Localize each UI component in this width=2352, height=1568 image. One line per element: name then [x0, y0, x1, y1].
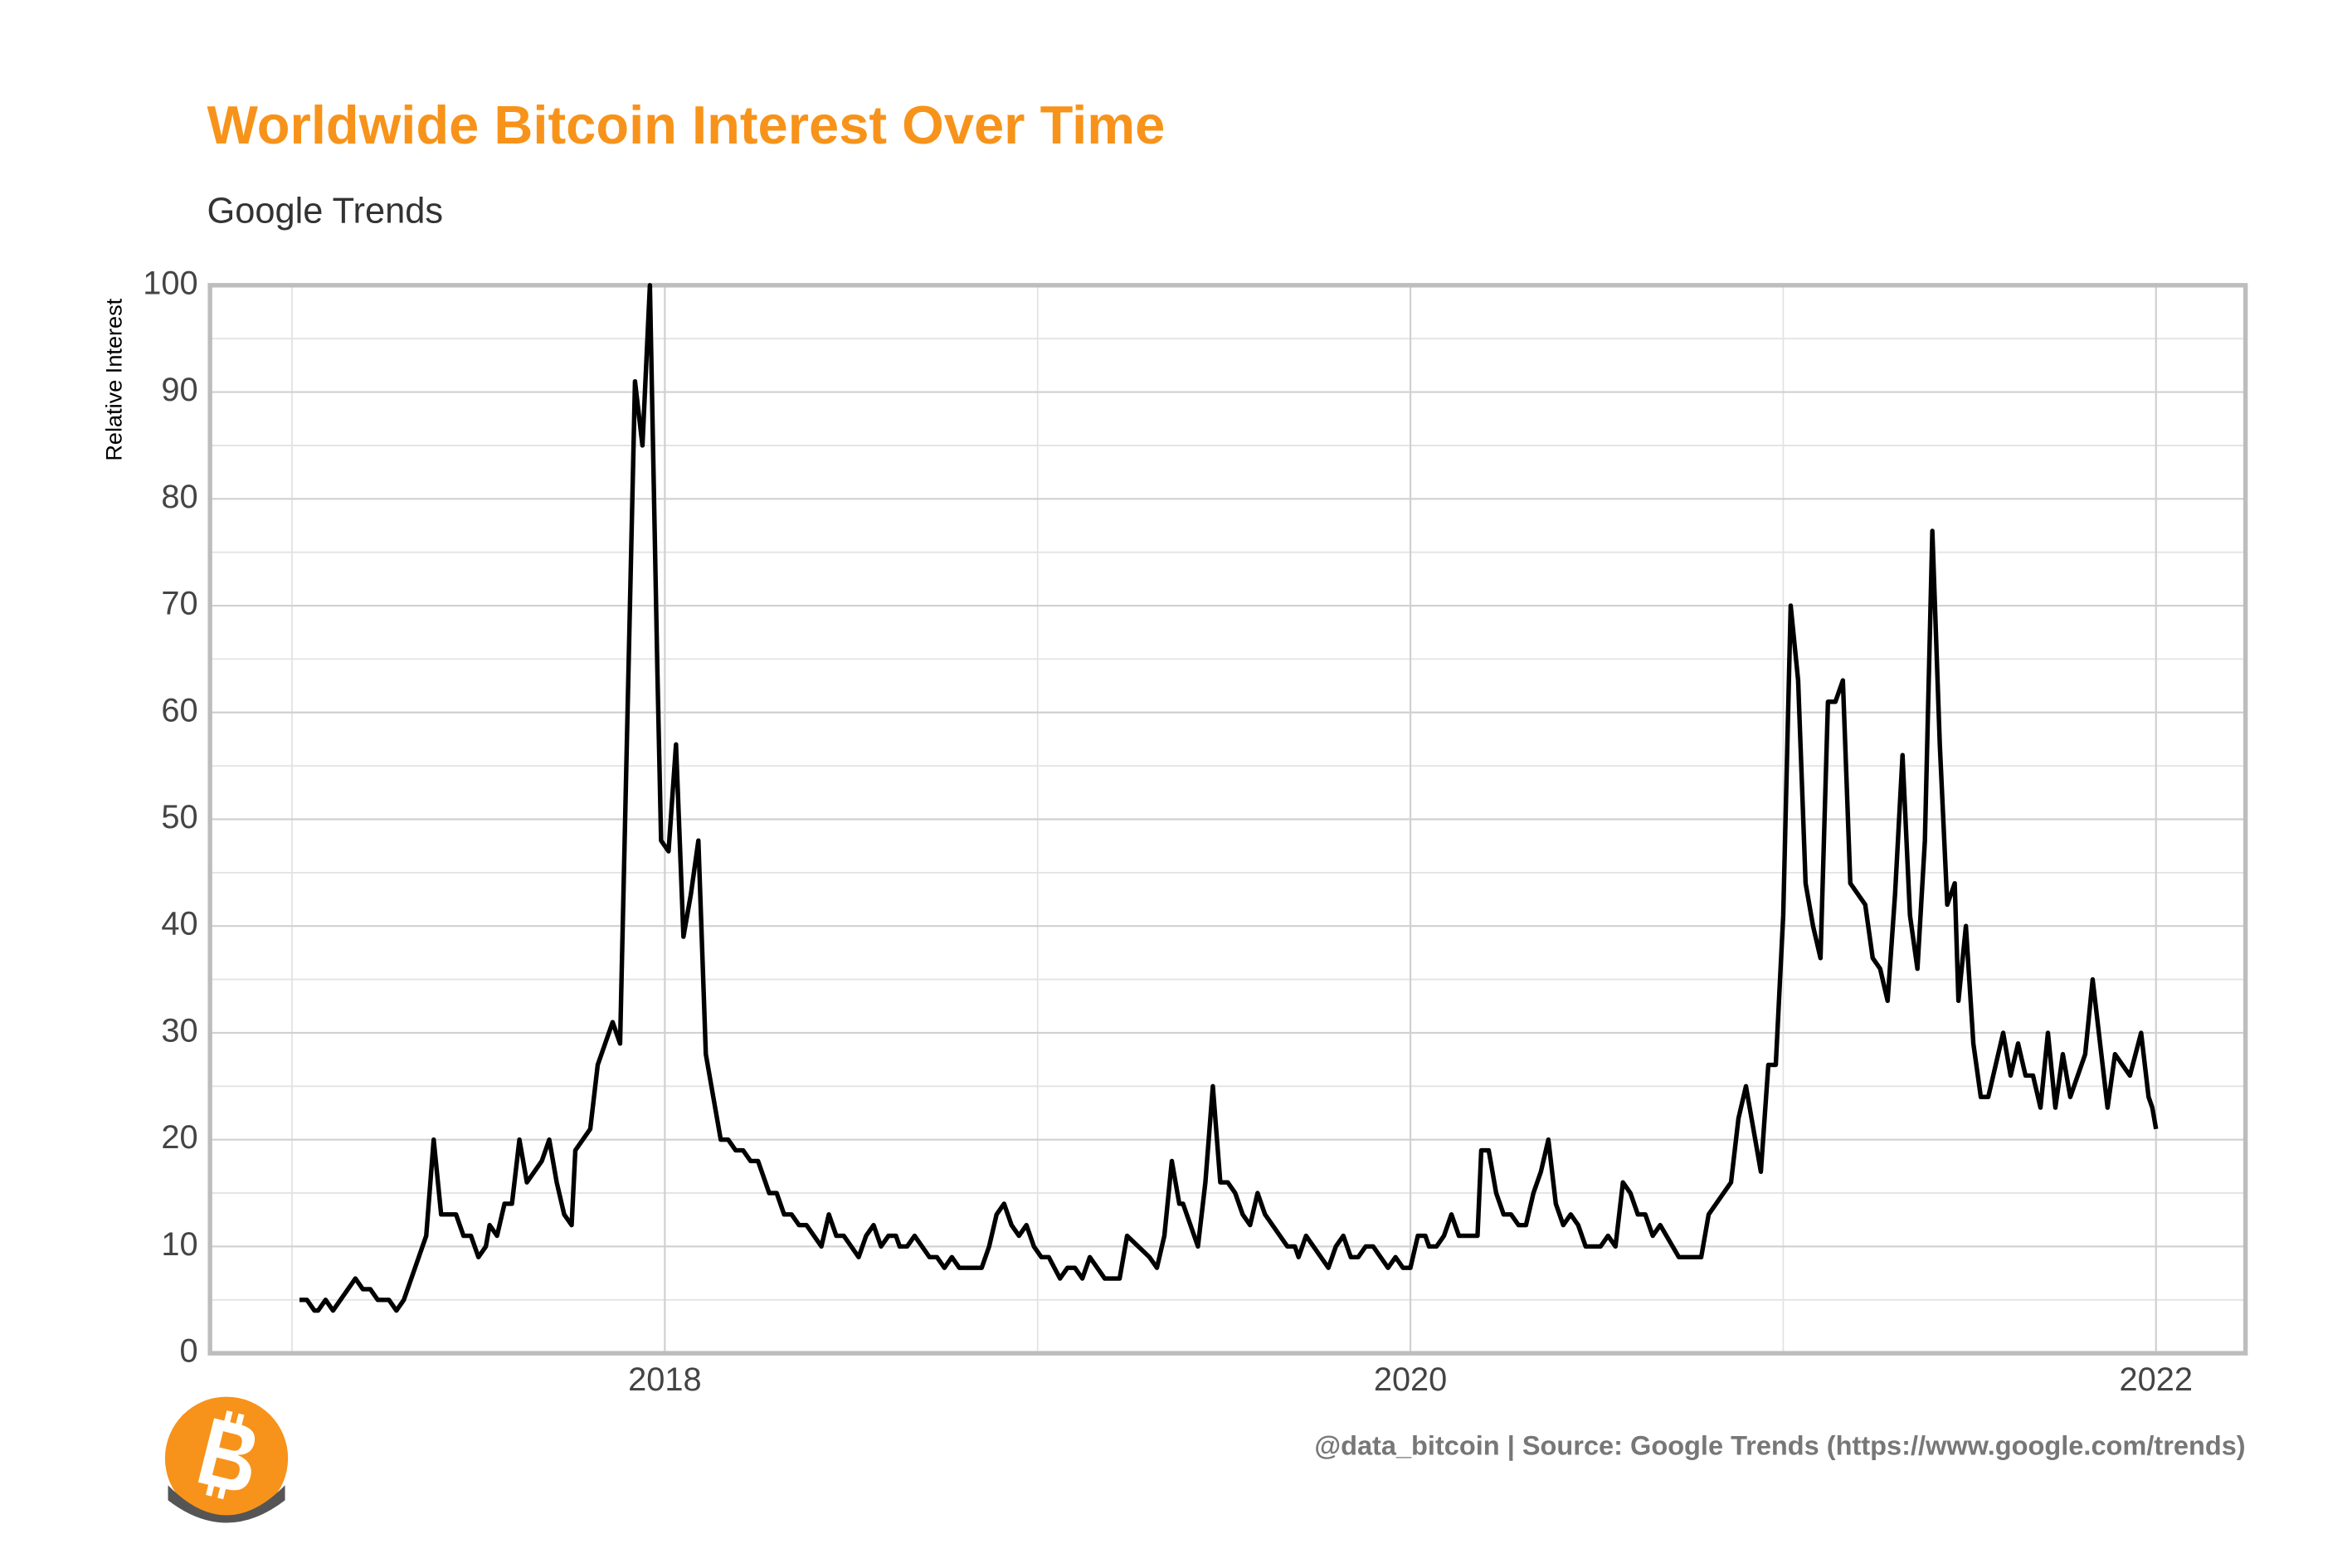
x-tick-label: 2018 [628, 1361, 701, 1398]
logo-base [168, 1485, 285, 1523]
caption: @data_bitcoin | Source: Google Trends (h… [1314, 1431, 2245, 1461]
y-tick-label: 0 [180, 1333, 198, 1370]
y-tick-label: 80 [161, 479, 197, 515]
bitcoin-logo [164, 1396, 289, 1523]
y-tick-label: 10 [161, 1226, 197, 1263]
y-tick-label: 50 [161, 799, 197, 835]
plot-border [207, 283, 2248, 1356]
y-tick-label: 40 [161, 906, 197, 942]
y-tick-label: 90 [161, 372, 197, 408]
x-tick-label: 2020 [1374, 1361, 1447, 1398]
y-tick-label: 60 [161, 692, 197, 728]
chart-subtitle: Google Trends [207, 192, 444, 231]
x-tick-label: 2022 [2120, 1361, 2193, 1398]
logo-glyph [197, 1410, 256, 1500]
y-axis-label: Relative Interest [100, 298, 126, 460]
y-tick-label: 30 [161, 1012, 197, 1049]
chart-title: Worldwide Bitcoin Interest Over Time [207, 95, 1166, 155]
y-tick-label: 100 [143, 265, 197, 301]
y-tick-label: 20 [161, 1119, 197, 1156]
y-tick-label: 70 [161, 586, 197, 622]
line [299, 283, 2159, 1313]
